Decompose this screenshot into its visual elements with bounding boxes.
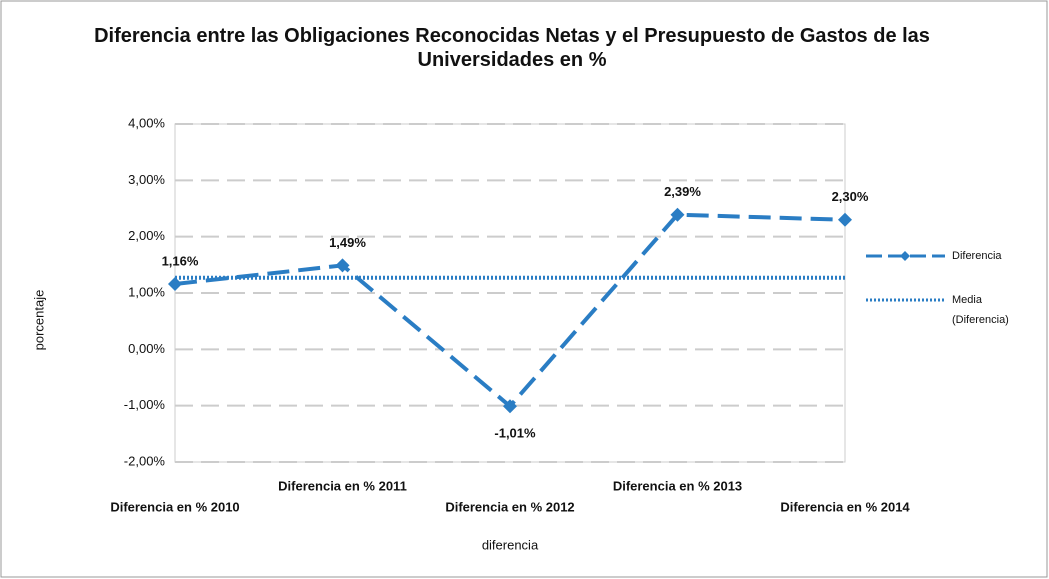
series-line <box>174 212 846 410</box>
x-axis-label: diferencia <box>482 537 539 552</box>
marker <box>335 258 350 273</box>
data-label: 2,39% <box>664 184 701 199</box>
marker <box>503 399 517 414</box>
y-tick-label: 3,00% <box>128 172 165 187</box>
x-tick-label: Diferencia en % 2013 <box>613 478 742 493</box>
x-tick-label: Diferencia en % 2014 <box>780 499 910 514</box>
y-tick-label: 0,00% <box>128 341 165 356</box>
data-label: 2,30% <box>832 189 869 204</box>
legend-label: Media (Diferencia) <box>952 294 1009 326</box>
y-tick-label: -1,00% <box>124 397 166 412</box>
marker <box>168 276 182 291</box>
y-axis-label: porcentaje <box>31 290 46 351</box>
y-tick-label: 1,00% <box>128 284 165 299</box>
marker <box>838 212 852 227</box>
legend-marker <box>900 251 910 261</box>
data-label: -1,01% <box>494 426 536 441</box>
x-tick-label: Diferencia en % 2011 <box>278 478 407 493</box>
x-tick-label: Diferencia en % 2012 <box>445 499 574 514</box>
marker <box>670 207 685 222</box>
x-tick-label: Diferencia en % 2010 <box>110 499 239 514</box>
data-label: 1,49% <box>329 235 366 250</box>
chart-title: Diferencia entre las Obligaciones Recono… <box>94 25 930 71</box>
y-tick-label: -2,00% <box>124 453 166 468</box>
y-tick-label: 2,00% <box>128 228 165 243</box>
data-label: 1,16% <box>162 253 199 268</box>
y-tick-label: 4,00% <box>128 115 165 130</box>
legend-label: Diferencia <box>952 250 1002 262</box>
